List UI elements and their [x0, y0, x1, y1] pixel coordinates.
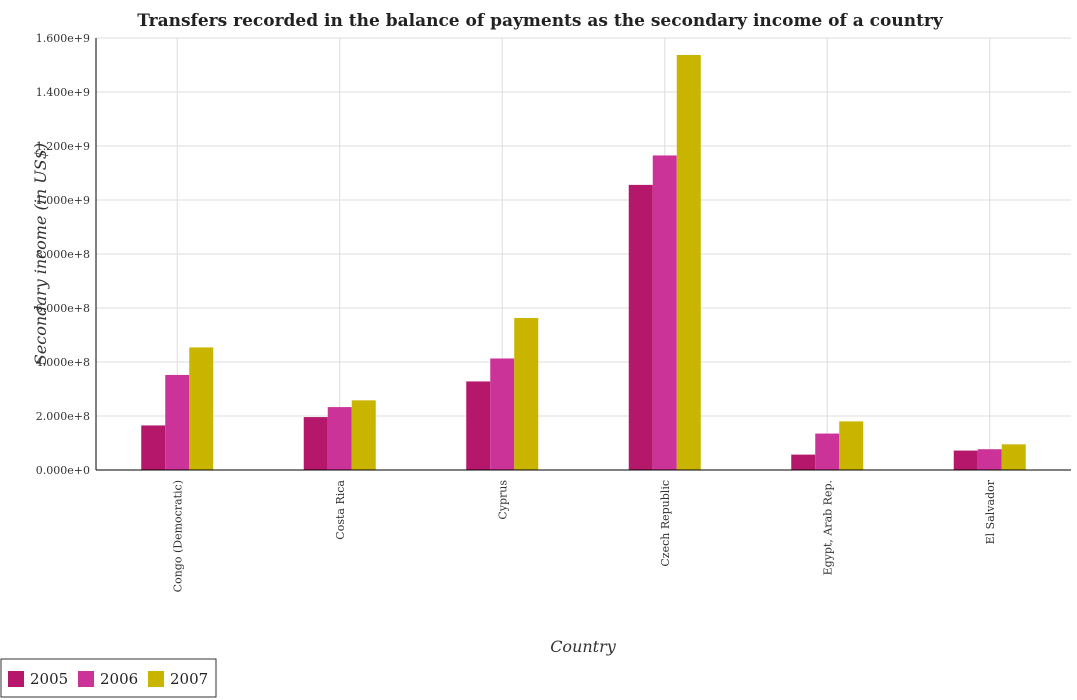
legend-swatch-2006 [78, 671, 94, 687]
y-tick-label: 0.000e+0 [36, 464, 90, 477]
y-tick-label: 1.600e+9 [36, 32, 90, 45]
y-tick-labels: 0.000e+0 2.000e+8 4.000e+8 6.000e+8 8.000e+8… [36, 32, 90, 477]
bar-2007 [514, 317, 539, 470]
x-tick-label: Congo (Democratic) [171, 480, 184, 592]
legend-label-2005: 2005 [30, 670, 68, 688]
bar-2006 [652, 155, 677, 470]
bar-2006 [490, 358, 515, 470]
x-tick-label: El Salvador [984, 479, 997, 544]
y-tick-label: 1.000e+9 [36, 194, 90, 207]
bar-2006 [815, 433, 840, 470]
bar-2006 [165, 374, 190, 470]
bar-2005 [953, 450, 978, 470]
bar-2005 [791, 454, 816, 470]
legend-swatch-2005 [8, 671, 24, 687]
y-tick-label: 1.400e+9 [36, 86, 90, 99]
x-axis-title: Country [550, 637, 617, 656]
x-tick-label: Egypt, Arab Rep. [821, 480, 834, 575]
bar-2007 [839, 421, 864, 470]
bars [141, 55, 1026, 470]
y-tick-label: 2.000e+8 [36, 410, 90, 423]
bar-2005 [303, 417, 328, 470]
legend: 2005 2006 2007 [0, 658, 217, 698]
y-tick-label: 4.000e+8 [36, 356, 90, 369]
x-tick-label: Costa Rica [334, 480, 347, 540]
y-tick-label: 8.000e+8 [36, 248, 90, 261]
bar-2007 [189, 347, 214, 470]
y-tick-label: 6.000e+8 [36, 302, 90, 315]
bar-2006 [327, 407, 352, 470]
legend-label-2007: 2007 [170, 670, 208, 688]
legend-swatch-2007 [148, 671, 164, 687]
gridlines [96, 37, 1071, 471]
bar-2005 [628, 184, 653, 470]
bar-2007 [676, 55, 701, 470]
x-tick-labels: Congo (Democratic) Costa Rica Cyprus Czech … [171, 479, 997, 592]
bar-2005 [466, 381, 491, 470]
bar-2007 [1001, 444, 1026, 470]
y-axis-title: Secondary income (in US$) [31, 143, 50, 365]
legend-label-2006: 2006 [100, 670, 138, 688]
x-tick-label: Cyprus [496, 480, 509, 520]
bar-2005 [141, 425, 166, 470]
bar-2006 [977, 449, 1002, 470]
chart-title: Transfers recorded in the balance of pay… [137, 11, 944, 31]
x-tick-label: Czech Republic [659, 480, 672, 567]
legend-box [0, 658, 217, 698]
y-tick-label: 1.200e+9 [36, 140, 90, 153]
bar-2007 [351, 400, 376, 470]
